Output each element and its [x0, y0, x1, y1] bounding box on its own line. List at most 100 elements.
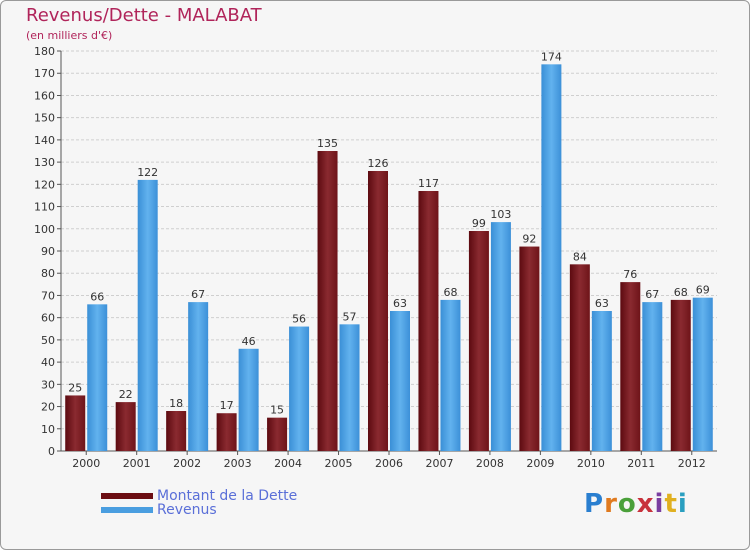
y-tick-label: 10	[41, 423, 55, 436]
y-tick-label: 80	[41, 267, 55, 280]
logo-letter: o	[617, 489, 637, 519]
y-tick-label: 20	[41, 401, 55, 414]
bar-revenue	[541, 64, 562, 452]
y-tick-label: 30	[41, 378, 55, 391]
bar-debt	[115, 402, 136, 451]
y-tick-label: 100	[34, 223, 55, 236]
bar-revenue	[339, 324, 360, 451]
data-label: 56	[292, 313, 306, 326]
y-tick-label: 180	[34, 45, 55, 58]
bar-revenue	[188, 302, 209, 451]
data-label: 92	[522, 233, 536, 246]
logo-letter: x	[636, 489, 655, 519]
data-label: 18	[169, 397, 183, 410]
bar-revenue	[390, 311, 410, 451]
y-tick-label: 150	[34, 112, 55, 125]
data-label: 122	[137, 166, 158, 179]
data-label: 63	[393, 297, 407, 310]
bar-revenue	[692, 297, 713, 451]
legend-swatch-debt	[101, 493, 153, 499]
x-tick-label: 2009	[526, 457, 554, 470]
data-label: 67	[191, 288, 205, 301]
x-tick-label: 2005	[325, 457, 353, 470]
logo-letter: i	[677, 489, 688, 519]
bar-revenue	[490, 222, 511, 451]
logo-letter: r	[604, 489, 618, 519]
bar-debt	[519, 246, 540, 451]
data-label: 67	[645, 288, 659, 301]
data-label: 15	[270, 404, 284, 417]
y-tick-label: 90	[41, 245, 55, 258]
bar-debt	[166, 411, 187, 451]
bar-revenue	[238, 348, 259, 451]
y-tick-label: 170	[34, 67, 55, 80]
x-tick-label: 2004	[274, 457, 302, 470]
logo-letter: t	[664, 489, 678, 519]
data-label: 126	[368, 157, 389, 170]
bar-debt	[317, 151, 338, 451]
y-tick-label: 0	[48, 445, 55, 458]
y-tick-label: 160	[34, 89, 55, 102]
chart-subtitle: (en milliers d'€)	[26, 29, 113, 42]
x-tick-label: 2007	[425, 457, 453, 470]
y-tick-label: 140	[34, 134, 55, 147]
proxiti-logo: Proxiti	[584, 489, 688, 519]
data-label: 63	[595, 297, 609, 310]
y-tick-label: 60	[41, 312, 55, 325]
data-label: 68	[443, 286, 457, 299]
bar-revenue	[591, 311, 612, 451]
data-label: 84	[573, 250, 587, 263]
legend-swatch-revenue	[101, 507, 153, 513]
data-label: 135	[317, 137, 338, 150]
bar-debt	[569, 264, 590, 451]
bar-debt	[670, 299, 691, 451]
bar-revenue	[137, 179, 158, 451]
bar-debt	[267, 417, 288, 451]
y-tick-label: 110	[34, 201, 55, 214]
x-tick-label: 2001	[123, 457, 151, 470]
bar-debt	[368, 171, 388, 451]
data-label: 117	[418, 177, 439, 190]
x-tick-label: 2006	[375, 457, 403, 470]
data-label: 69	[696, 284, 710, 297]
data-label: 46	[242, 335, 256, 348]
y-tick-label: 40	[41, 356, 55, 369]
x-tick-label: 2003	[224, 457, 252, 470]
data-label: 68	[674, 286, 688, 299]
y-tick-label: 130	[34, 156, 55, 169]
legend-label-revenue: Revenus	[157, 502, 217, 518]
bar-debt	[216, 413, 237, 451]
x-tick-label: 2000	[72, 457, 100, 470]
legend-label-debt: Montant de la Dette	[157, 488, 298, 504]
x-tick-label: 2011	[627, 457, 655, 470]
x-tick-label: 2002	[173, 457, 201, 470]
data-label: 57	[343, 310, 357, 323]
legend-item-revenue: Revenus	[101, 502, 217, 518]
y-tick-label: 50	[41, 334, 55, 347]
data-label: 66	[90, 290, 104, 303]
bar-revenue	[642, 302, 663, 451]
data-label: 174	[541, 50, 562, 63]
x-tick-label: 2012	[678, 457, 706, 470]
logo-letter: i	[654, 489, 665, 519]
bar-revenue	[440, 299, 461, 451]
data-label: 17	[220, 399, 234, 412]
bar-debt	[418, 191, 439, 451]
logo-letter: P	[584, 489, 605, 519]
data-label: 99	[472, 217, 486, 230]
bar-revenue	[289, 326, 310, 451]
bar-debt	[65, 395, 86, 451]
x-tick-label: 2008	[476, 457, 504, 470]
data-label: 22	[119, 388, 133, 401]
data-label: 76	[623, 268, 637, 281]
bar-debt	[468, 231, 489, 451]
y-tick-label: 120	[34, 178, 55, 191]
y-tick-label: 70	[41, 289, 55, 302]
x-tick-label: 2010	[577, 457, 605, 470]
bar-debt	[620, 282, 641, 451]
legend-item-debt: Montant de la Dette	[101, 488, 297, 504]
chart-title: Revenus/Dette - MALABAT	[26, 5, 262, 26]
bar-revenue	[87, 304, 108, 451]
